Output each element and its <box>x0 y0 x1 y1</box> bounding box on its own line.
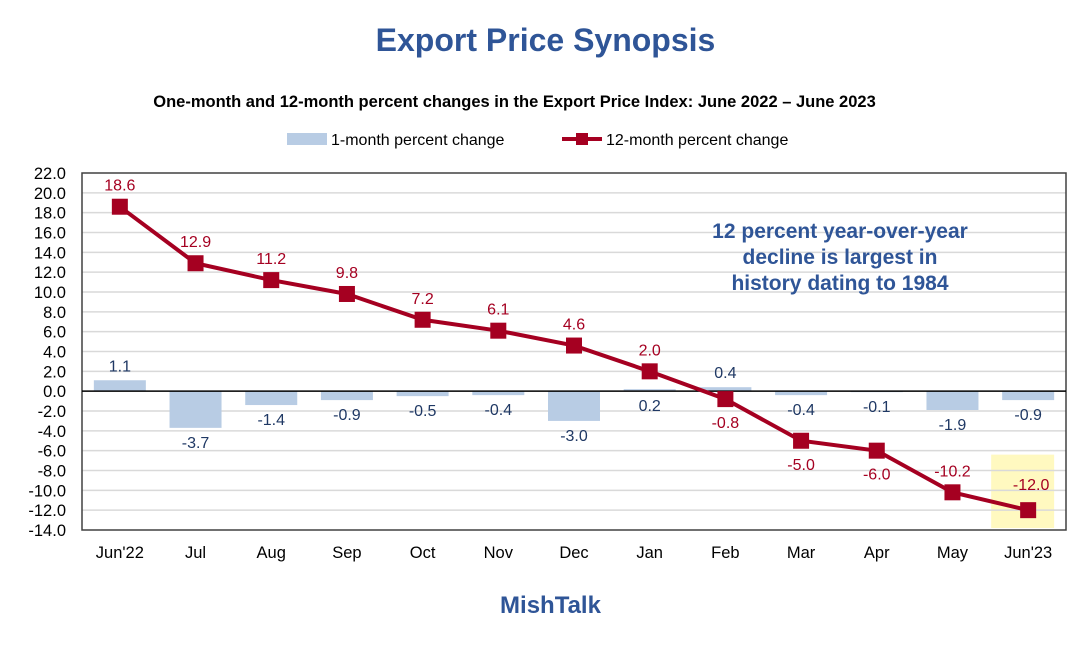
bar-1-month <box>775 391 828 396</box>
y-tick-label: 2.0 <box>43 363 66 381</box>
line-marker <box>1020 502 1037 519</box>
line-marker <box>793 432 810 449</box>
annotation-text: decline is largest in <box>743 246 938 269</box>
bar-data-label: -1.4 <box>257 412 285 429</box>
y-tick-label: -2.0 <box>38 403 66 421</box>
line-data-label: -5.0 <box>787 457 815 474</box>
x-tick-label: Jul <box>185 544 206 562</box>
y-tick-label: -12.0 <box>28 502 66 520</box>
x-tick-label: Jan <box>636 544 663 562</box>
y-tick-label: -14.0 <box>28 522 66 540</box>
bar-data-label: -3.7 <box>182 435 210 452</box>
line-marker <box>414 311 431 328</box>
y-tick-label: -6.0 <box>38 443 66 461</box>
bar-1-month <box>245 391 298 406</box>
bar-data-label: 0.2 <box>639 398 661 415</box>
bar-1-month <box>93 380 146 392</box>
y-tick-label: -4.0 <box>38 423 66 441</box>
x-tick-label: Sep <box>332 544 361 562</box>
legend-label: 12-month percent change <box>606 132 788 149</box>
y-tick-label: -8.0 <box>38 463 66 481</box>
line-data-label: 2.0 <box>639 342 661 359</box>
bar-data-label: -0.5 <box>409 403 437 420</box>
y-tick-label: 0.0 <box>43 383 66 401</box>
line-marker <box>490 322 507 339</box>
y-tick-label: 16.0 <box>34 225 66 243</box>
y-tick-label: 22.0 <box>34 165 66 183</box>
x-tick-label: Jun'22 <box>96 544 144 562</box>
line-data-label: 12.9 <box>180 234 211 251</box>
y-tick-label: 4.0 <box>43 344 66 362</box>
line-marker <box>187 255 204 272</box>
bar-data-label: 0.4 <box>714 365 736 382</box>
x-tick-label: Jun'23 <box>1004 544 1052 562</box>
line-data-label: -0.8 <box>712 415 740 432</box>
y-tick-label: 14.0 <box>34 244 66 262</box>
line-marker <box>566 337 582 354</box>
bar-data-label: -0.4 <box>485 402 513 419</box>
bar-data-label: -0.9 <box>1014 407 1042 424</box>
y-tick-label: 10.0 <box>34 284 66 302</box>
bar-1-month <box>1002 391 1055 401</box>
annotation-text: history dating to 1984 <box>731 272 948 295</box>
line-data-label: 6.1 <box>487 302 509 319</box>
line-data-label: -6.0 <box>863 467 891 484</box>
line-data-label: 18.6 <box>104 178 135 195</box>
bar-data-label: 1.1 <box>109 358 131 375</box>
annotation-text: 12 percent year-over-year <box>712 220 968 243</box>
line-data-label: 11.2 <box>256 251 286 268</box>
line-marker <box>338 285 355 302</box>
line-marker <box>717 391 734 408</box>
bar-1-month <box>472 391 525 396</box>
line-data-label: 4.6 <box>563 317 585 334</box>
x-tick-label: Mar <box>787 544 816 562</box>
line-data-label: 9.8 <box>336 265 358 282</box>
bar-1-month <box>699 387 752 392</box>
y-tick-label: 20.0 <box>34 185 66 203</box>
bar-1-month <box>169 391 222 428</box>
bar-1-month <box>320 391 373 401</box>
line-marker <box>263 272 280 289</box>
x-tick-label: May <box>937 544 969 562</box>
bar-1-month <box>623 389 676 392</box>
line-data-label: -10.2 <box>934 463 971 480</box>
bar-data-label: -0.1 <box>863 399 891 416</box>
line-data-label: -12.0 <box>1013 477 1050 494</box>
bar-1-month <box>926 391 979 411</box>
line-marker <box>868 442 885 459</box>
y-tick-label: -10.0 <box>28 482 66 500</box>
bar-1-month <box>396 391 449 397</box>
legend-bar-swatch <box>287 133 327 145</box>
chart-title: Export Price Synopsis <box>375 22 716 58</box>
y-tick-label: 12.0 <box>34 264 66 282</box>
y-tick-label: 6.0 <box>43 324 66 342</box>
x-tick-label: Aug <box>257 544 286 562</box>
chart-subtitle: One-month and 12-month percent changes i… <box>153 93 876 111</box>
bar-1-month <box>548 391 600 421</box>
x-tick-label: Oct <box>410 544 436 562</box>
y-tick-label: 8.0 <box>43 304 66 322</box>
x-tick-label: Nov <box>484 544 514 562</box>
line-marker <box>111 198 128 215</box>
bar-data-label: -3.0 <box>560 428 588 445</box>
x-tick-label: Apr <box>864 544 890 562</box>
plot-border <box>81 172 1067 531</box>
legend-line-marker <box>576 133 588 145</box>
bar-data-label: -0.4 <box>787 402 815 419</box>
y-tick-label: 18.0 <box>34 205 66 223</box>
line-marker <box>641 363 658 380</box>
line-data-label: 7.2 <box>411 291 433 308</box>
line-marker <box>944 484 961 501</box>
footer-brand: MishTalk <box>500 592 601 619</box>
bar-data-label: -0.9 <box>333 407 361 424</box>
legend-label: 1-month percent change <box>331 132 505 149</box>
x-tick-label: Feb <box>711 544 739 562</box>
x-tick-label: Dec <box>559 544 588 562</box>
bar-data-label: -1.9 <box>939 417 967 434</box>
